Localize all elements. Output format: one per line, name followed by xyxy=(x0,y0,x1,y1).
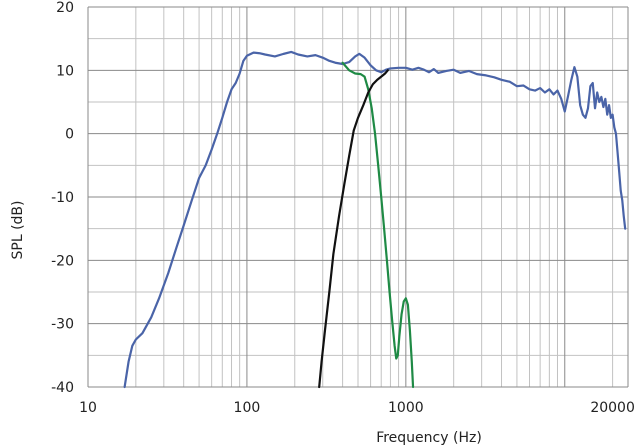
series-line-1 xyxy=(123,50,627,389)
y-tick-label: 10 xyxy=(56,63,74,79)
x-axis-title: Frequency (Hz) xyxy=(376,430,482,446)
major-gridlines xyxy=(87,6,629,388)
y-axis-title: SPL (dB) xyxy=(10,201,26,260)
x-tick-labels: 10 100 1000 20000 xyxy=(79,400,635,416)
y-tick-label: -20 xyxy=(51,253,74,269)
y-tick-labels: 20 10 0 -10 -20 -30 -40 xyxy=(51,0,74,396)
x-tick-label: 20000 xyxy=(590,400,635,416)
series-line-3 xyxy=(318,69,389,389)
x-tick-label: 1000 xyxy=(388,400,424,416)
y-tick-label: -10 xyxy=(51,190,74,206)
y-tick-label: -30 xyxy=(51,317,74,333)
x-tick-label: 100 xyxy=(234,400,261,416)
series-lines xyxy=(123,50,627,389)
series-line-2 xyxy=(341,61,415,389)
y-tick-label: 0 xyxy=(65,127,74,143)
y-tick-label: 20 xyxy=(56,0,74,16)
x-tick-label: 10 xyxy=(79,400,97,416)
y-tick-label: -40 xyxy=(51,380,74,396)
